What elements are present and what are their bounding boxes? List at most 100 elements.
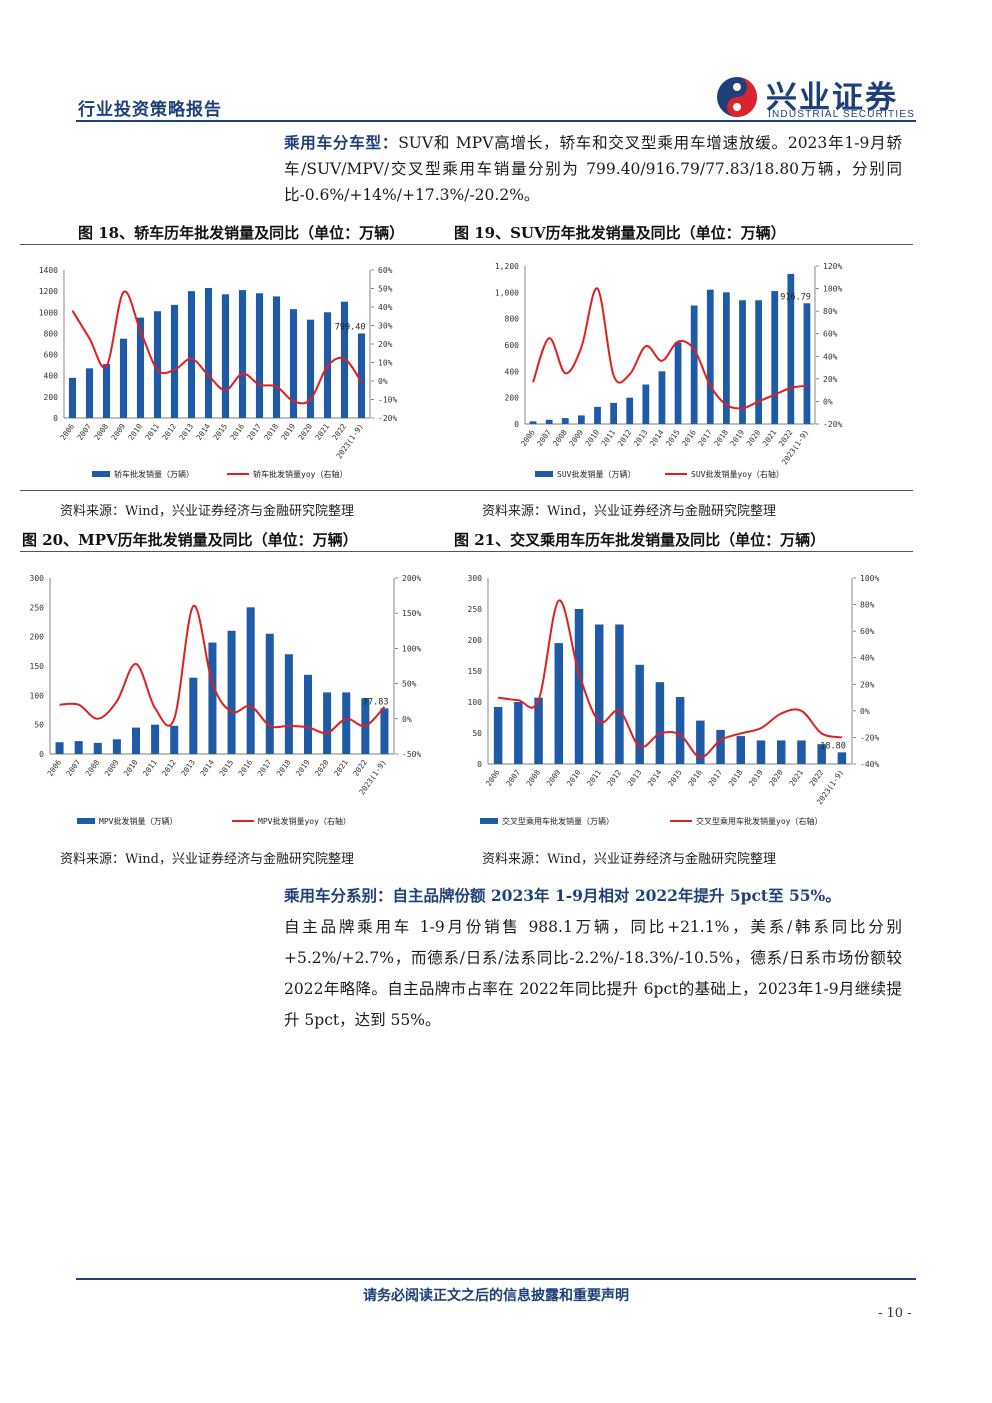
x-tick-label: 2008 bbox=[92, 422, 110, 442]
bar bbox=[68, 377, 77, 418]
bar bbox=[514, 702, 523, 764]
x-tick-label: 2012 bbox=[160, 758, 178, 778]
y2-tick-label: 100% bbox=[402, 644, 421, 653]
chart-svg: 0 50 100 150 200 250 300 -40% -20% 0% 20% 40% 60% 80%… bbox=[468, 574, 880, 826]
x-tick-label: 2018 bbox=[262, 422, 280, 442]
bar bbox=[187, 291, 196, 418]
x-tick-label: 2006 bbox=[484, 768, 502, 788]
bar bbox=[246, 607, 255, 754]
x-tick-label: 2010 bbox=[583, 428, 601, 448]
x-tick-label: 2019 bbox=[728, 428, 746, 448]
y2-tick-label: 80% bbox=[823, 307, 838, 316]
page-number: - 10 - bbox=[878, 1306, 912, 1321]
legend-line-label: 交叉型乘用车批发销量yoy（右轴） bbox=[696, 816, 822, 826]
y2-tick-label: 20% bbox=[378, 340, 393, 349]
bar bbox=[342, 692, 351, 754]
x-tick-label: 2010 bbox=[122, 758, 140, 778]
y-tick-label: 200 bbox=[30, 633, 45, 642]
y2-tick-label: -20% bbox=[860, 733, 879, 742]
x-tick-label: 2016 bbox=[686, 768, 704, 788]
x-tick-label: 2020 bbox=[313, 758, 331, 778]
y2-tick-label: -20% bbox=[378, 414, 397, 423]
yoy-line bbox=[497, 599, 843, 759]
y2-tick-label: 40% bbox=[378, 303, 393, 312]
legend-line-label: SUV批发销量yoy（右轴） bbox=[691, 469, 784, 479]
x-tick-label: 2009 bbox=[109, 422, 127, 442]
legend-bar-label: 交叉型乘用车批发销量（万辆） bbox=[502, 816, 614, 826]
fig19-title: 图 19、SUV历年批发销量及同比（单位：万辆） bbox=[454, 224, 786, 242]
y-tick-label: 1000 bbox=[39, 308, 58, 317]
bar bbox=[771, 291, 779, 424]
bar bbox=[119, 338, 128, 418]
y2-tick-label: 40% bbox=[860, 654, 875, 663]
bar bbox=[323, 692, 332, 754]
x-tick-label: 2016 bbox=[680, 428, 698, 448]
bar bbox=[658, 371, 666, 424]
y-tick-label: 0 bbox=[53, 414, 58, 423]
legend-bar-label: SUV批发销量（万辆） bbox=[557, 469, 635, 479]
y2-tick-label: 0% bbox=[823, 397, 833, 406]
x-tick-label: 2015 bbox=[664, 428, 682, 448]
y-tick-label: 200 bbox=[44, 393, 59, 402]
bar bbox=[655, 682, 665, 764]
bar bbox=[238, 290, 247, 418]
x-tick-label: 2020 bbox=[767, 768, 785, 788]
x-tick-label: 2018 bbox=[712, 428, 730, 448]
intro-lead: 乘用车分车型： bbox=[284, 133, 399, 152]
y2-tick-label: 30% bbox=[378, 322, 393, 331]
chart-svg: 0 200 400 600 800 1000 1200 1400 -20% -10% 0% 10% 20… bbox=[39, 266, 398, 479]
logo-swirl-icon bbox=[717, 77, 757, 117]
x-tick-label: 2013 bbox=[177, 422, 195, 442]
x-tick-label: 2018 bbox=[275, 758, 293, 778]
bar bbox=[675, 697, 685, 764]
bar bbox=[93, 742, 102, 754]
fig-row2-top-line bbox=[20, 551, 913, 552]
y2-tick-label: 80% bbox=[860, 601, 875, 610]
fig18-chart: 0 200 400 600 800 1000 1200 1400 -20% -10% 0% 10% 20… bbox=[22, 252, 412, 487]
bar bbox=[102, 364, 111, 418]
x-tick-label: 2019 bbox=[294, 758, 312, 778]
bar bbox=[615, 624, 624, 764]
y2-tick-label: 0% bbox=[860, 707, 870, 716]
y-tick-label: 400 bbox=[505, 367, 520, 376]
bar bbox=[112, 739, 121, 754]
bar bbox=[380, 708, 389, 754]
x-tick-label: 2021 bbox=[787, 768, 805, 788]
y2-tick-label: -50% bbox=[402, 750, 421, 759]
legend-line-label: MPV批发销量yoy（右轴） bbox=[258, 816, 351, 826]
bar bbox=[204, 287, 213, 418]
bar bbox=[493, 706, 503, 764]
x-tick-label: 2020 bbox=[745, 428, 763, 448]
x-tick-label: 2008 bbox=[524, 768, 542, 788]
bar bbox=[153, 311, 162, 418]
x-tick-label: 2011 bbox=[585, 768, 603, 788]
y2-tick-label: 120% bbox=[823, 262, 842, 271]
x-tick-label: 2015 bbox=[217, 758, 235, 778]
y2-tick-label: 200% bbox=[402, 574, 421, 583]
x-tick-label: 2017 bbox=[706, 768, 724, 788]
fig19-chart: 0 200 400 600 800 1,000 1,200 -20% 0% 20% 40% 60% 80… bbox=[475, 252, 860, 487]
bar bbox=[74, 741, 83, 754]
y-tick-label: 0 bbox=[39, 750, 44, 759]
fig-row1-bottom-line bbox=[20, 490, 913, 491]
x-tick-label: 2007 bbox=[65, 758, 83, 778]
chart-svg: 0 200 400 600 800 1,000 1,200 -20% 0% 20% 40% 60% 80… bbox=[495, 262, 843, 479]
y2-tick-label: 50% bbox=[402, 680, 417, 689]
section2-lead: 乘用车分系别：自主品牌份额 2023年 1-9月相对 2022年提升 5pct至… bbox=[284, 886, 841, 905]
y-tick-label: 0 bbox=[514, 420, 519, 429]
bar bbox=[706, 289, 714, 424]
bar bbox=[55, 742, 64, 754]
bar bbox=[529, 421, 537, 424]
bar bbox=[136, 317, 145, 418]
y2-tick-label: -40% bbox=[860, 760, 879, 769]
y-tick-label: 800 bbox=[505, 315, 520, 324]
data-label: 799.40 bbox=[335, 322, 366, 332]
y-tick-label: 800 bbox=[44, 329, 59, 338]
x-tick-label: 2021 bbox=[313, 422, 331, 442]
legend-bar-swatch bbox=[480, 818, 498, 824]
y-tick-label: 100 bbox=[468, 698, 483, 707]
y2-tick-label: -10% bbox=[378, 396, 397, 405]
data-label: 18.80 bbox=[820, 741, 846, 751]
bar bbox=[357, 333, 366, 418]
x-tick-label: 2009 bbox=[567, 428, 585, 448]
